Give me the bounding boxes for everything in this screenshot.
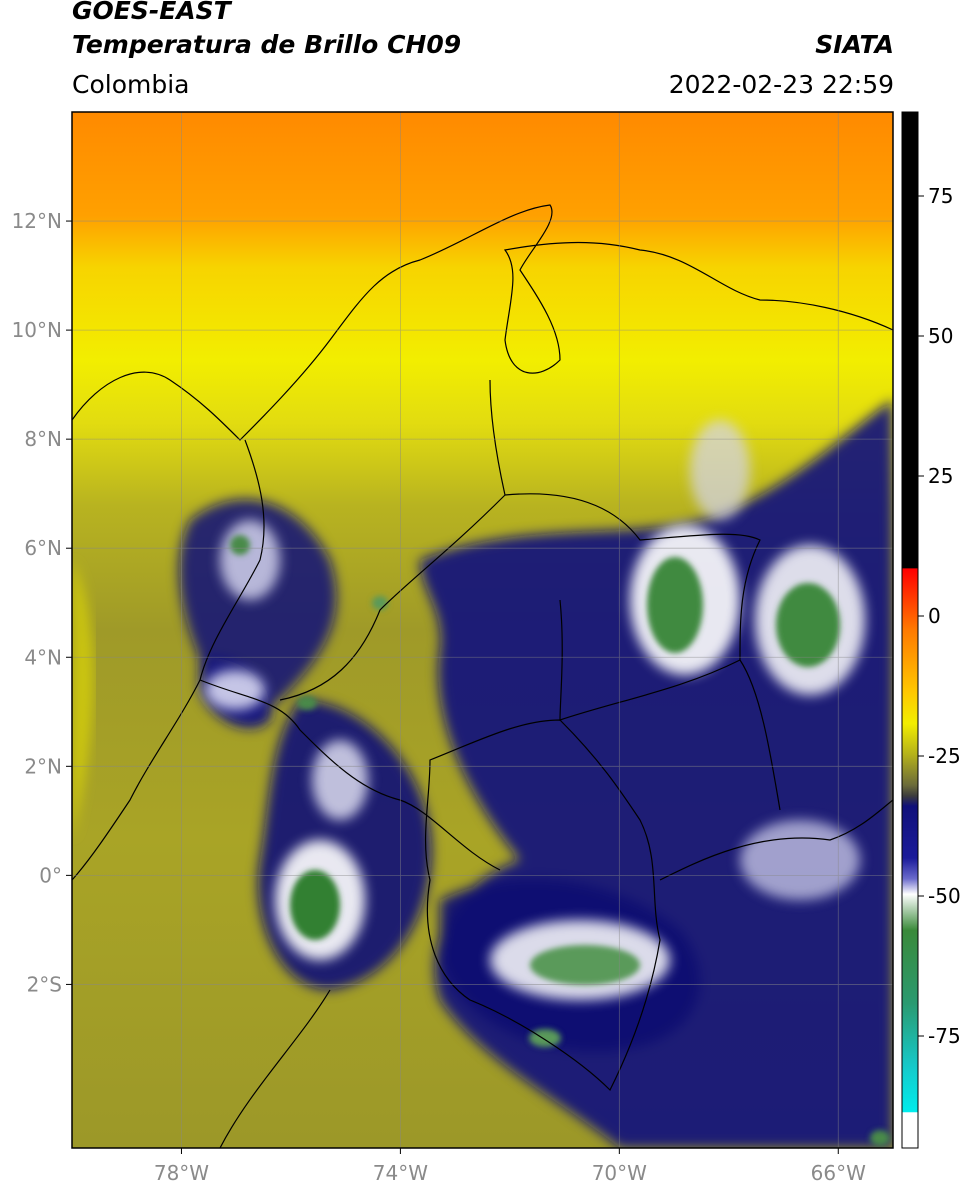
map-frame [71, 111, 894, 1149]
longitude-tick-labels: 78°W 74°W 70°W 66°W [154, 1148, 866, 1185]
colorbar [902, 112, 918, 1148]
colorbar-tick-labels: 75 50 25 0 -25 -50 -75 [918, 184, 961, 1048]
colorbar-tick-label: -25 [928, 744, 961, 768]
colorbar-tick-label: -75 [928, 1024, 961, 1048]
lat-tick-label: 4°N [24, 645, 62, 669]
lon-tick-label: 70°W [592, 1161, 647, 1185]
satellite-title: GOES-EAST [72, 0, 231, 25]
lat-tick-label: 0° [39, 863, 62, 887]
lon-tick-label: 78°W [154, 1161, 209, 1185]
lon-tick-label: 74°W [373, 1161, 428, 1185]
lat-tick-label: 2°N [24, 754, 62, 778]
latitude-tick-labels: 12°N 10°N 8°N 6°N 4°N 2°N 0° 2°S [12, 209, 72, 996]
colorbar-tick-label: 0 [928, 604, 941, 628]
colorbar-frame [901, 111, 919, 1149]
colorbar-tick-label: -50 [928, 884, 961, 908]
colorbar-tick-label: 75 [928, 184, 953, 208]
lat-tick-label: 8°N [24, 427, 62, 451]
colorbar-tick-label: 50 [928, 324, 953, 348]
lat-tick-label: 12°N [12, 209, 62, 233]
brightness-temperature-field [72, 112, 893, 1148]
colorbar-tick-label: 25 [928, 464, 953, 488]
source-label: SIATA [815, 30, 894, 59]
lat-tick-label: 6°N [24, 536, 62, 560]
lat-tick-label: 2°S [27, 972, 62, 996]
region-label: Colombia [72, 70, 190, 99]
product-title: Temperatura de Brillo CH09 [72, 30, 462, 59]
lat-tick-label: 10°N [12, 318, 62, 342]
lon-tick-label: 66°W [811, 1161, 866, 1185]
datetime-label: 2022-02-23 22:59 [668, 70, 894, 99]
